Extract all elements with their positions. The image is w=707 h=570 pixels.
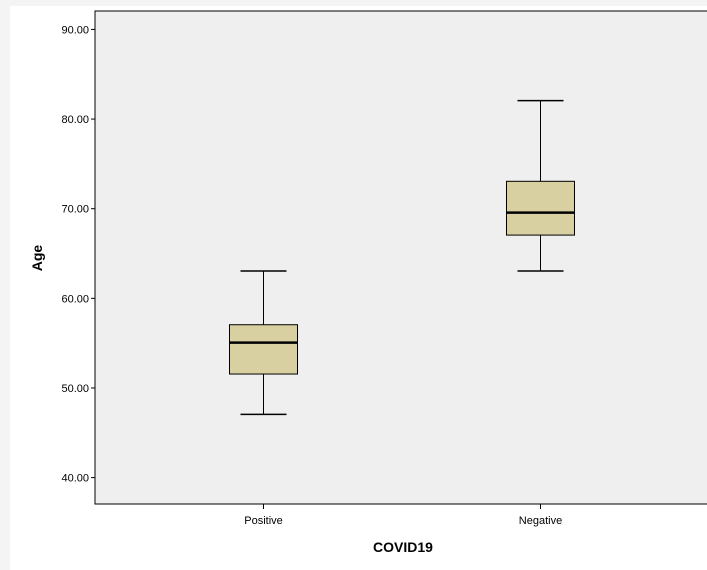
y-axis-title: Age	[29, 245, 45, 272]
iqr-box	[506, 180, 575, 236]
y-tick-label: 50.00	[61, 383, 89, 395]
y-axis: 40.00 50.00 60.00 70.00 80.00 90.00	[61, 24, 95, 485]
y-tick-label: 40.00	[61, 473, 89, 485]
x-tick-label: Positive	[244, 515, 283, 527]
y-tick-label: 70.00	[61, 204, 89, 216]
y-tick-label: 60.00	[61, 293, 89, 305]
box-negative	[506, 99, 575, 272]
x-tick-label: Negative	[519, 515, 562, 527]
iqr-box	[229, 324, 298, 375]
boxes	[229, 99, 575, 416]
x-axis: Positive Negative	[244, 504, 562, 527]
y-tick-label: 80.00	[61, 114, 89, 126]
box-positive	[229, 270, 298, 416]
x-axis-title: COVID19	[373, 539, 433, 555]
plot-area	[94, 10, 707, 505]
y-tick-label: 90.00	[61, 24, 89, 36]
